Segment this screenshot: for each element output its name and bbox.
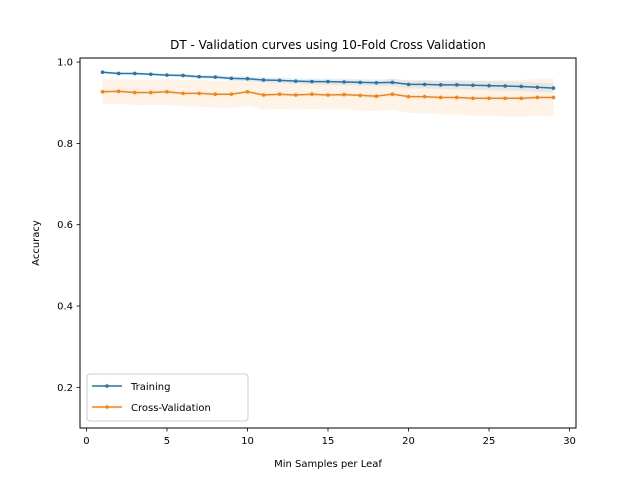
legend-label-training: Training <box>130 382 170 393</box>
point-training <box>165 73 169 77</box>
point-cross-validation <box>261 93 266 97</box>
point-cross-validation <box>374 94 379 99</box>
point-training <box>551 86 556 90</box>
point-training <box>293 79 298 83</box>
point-training <box>422 82 427 87</box>
x-axis-ticks: 0 5 10 15 20 25 30 <box>83 428 576 447</box>
point-cross-validation <box>213 92 218 96</box>
legend-marker-cross-validation <box>105 405 109 409</box>
legend: Training Cross-Validation <box>86 373 249 422</box>
point-training <box>229 76 234 81</box>
point-training <box>326 79 330 84</box>
point-training <box>132 71 137 76</box>
y-tick-label: 0.8 <box>57 139 73 150</box>
point-training <box>487 83 491 88</box>
point-cross-validation <box>100 89 105 94</box>
point-cross-validation <box>229 92 234 96</box>
y-tick-label: 1.0 <box>57 58 73 69</box>
plot-area <box>100 70 556 117</box>
point-cross-validation <box>181 91 185 96</box>
legend-label-cross-validation: Cross-Validation <box>131 403 211 414</box>
point-cross-validation <box>132 90 137 95</box>
point-cross-validation <box>438 95 443 100</box>
series-markers <box>100 70 556 101</box>
point-cross-validation <box>422 94 427 99</box>
point-training <box>342 80 346 84</box>
y-tick-label: 0.6 <box>57 220 73 231</box>
chart-title: DT - Validation curves using 10-Fold Cro… <box>170 38 486 52</box>
point-cross-validation <box>342 92 346 97</box>
point-training <box>406 82 411 87</box>
point-training <box>181 73 185 78</box>
point-cross-validation <box>406 94 411 99</box>
point-training <box>100 70 105 75</box>
x-tick-label: 5 <box>164 436 170 447</box>
x-axis-label: Min Samples per Leaf <box>274 459 382 470</box>
point-cross-validation <box>551 95 556 100</box>
band-cross-validation <box>102 77 554 117</box>
point-cross-validation <box>277 92 282 96</box>
y-axis-ticks: 0.2 0.4 0.6 0.8 1.0 <box>57 58 80 394</box>
point-training <box>438 83 443 87</box>
point-training <box>261 78 266 82</box>
point-training <box>471 83 475 88</box>
x-tick-label: 15 <box>322 436 335 447</box>
point-training <box>116 71 121 76</box>
point-cross-validation <box>326 93 330 97</box>
point-training <box>519 84 524 89</box>
point-cross-validation <box>503 96 507 101</box>
point-cross-validation <box>149 90 153 95</box>
point-training <box>277 78 282 83</box>
point-cross-validation <box>165 89 169 94</box>
point-training <box>213 75 218 79</box>
point-cross-validation <box>116 89 121 94</box>
x-tick-label: 0 <box>83 436 89 447</box>
x-tick-label: 30 <box>563 436 576 447</box>
point-cross-validation <box>293 93 298 97</box>
point-training <box>374 81 379 85</box>
x-tick-label: 25 <box>483 436 496 447</box>
point-training <box>358 80 363 85</box>
point-training <box>503 84 507 88</box>
point-cross-validation <box>245 89 250 94</box>
legend-marker-training <box>105 384 109 388</box>
point-training <box>149 72 153 77</box>
point-cross-validation <box>197 91 201 96</box>
y-tick-label: 0.4 <box>57 302 73 313</box>
point-training <box>245 76 250 81</box>
point-training <box>197 74 201 79</box>
point-training <box>390 80 395 85</box>
point-cross-validation <box>519 96 524 101</box>
point-cross-validation <box>535 95 540 100</box>
point-training <box>310 79 314 84</box>
y-tick-label: 0.2 <box>57 383 73 394</box>
point-training <box>455 83 459 87</box>
y-axis-label: Accuracy <box>31 220 42 266</box>
point-cross-validation <box>487 96 491 101</box>
legend-box <box>86 373 249 422</box>
point-cross-validation <box>455 95 459 100</box>
point-training <box>535 85 540 90</box>
point-cross-validation <box>310 92 314 96</box>
point-cross-validation <box>471 96 475 101</box>
x-tick-label: 20 <box>402 436 415 447</box>
x-tick-label: 10 <box>241 436 254 447</box>
point-cross-validation <box>390 92 395 96</box>
point-cross-validation <box>358 93 363 98</box>
